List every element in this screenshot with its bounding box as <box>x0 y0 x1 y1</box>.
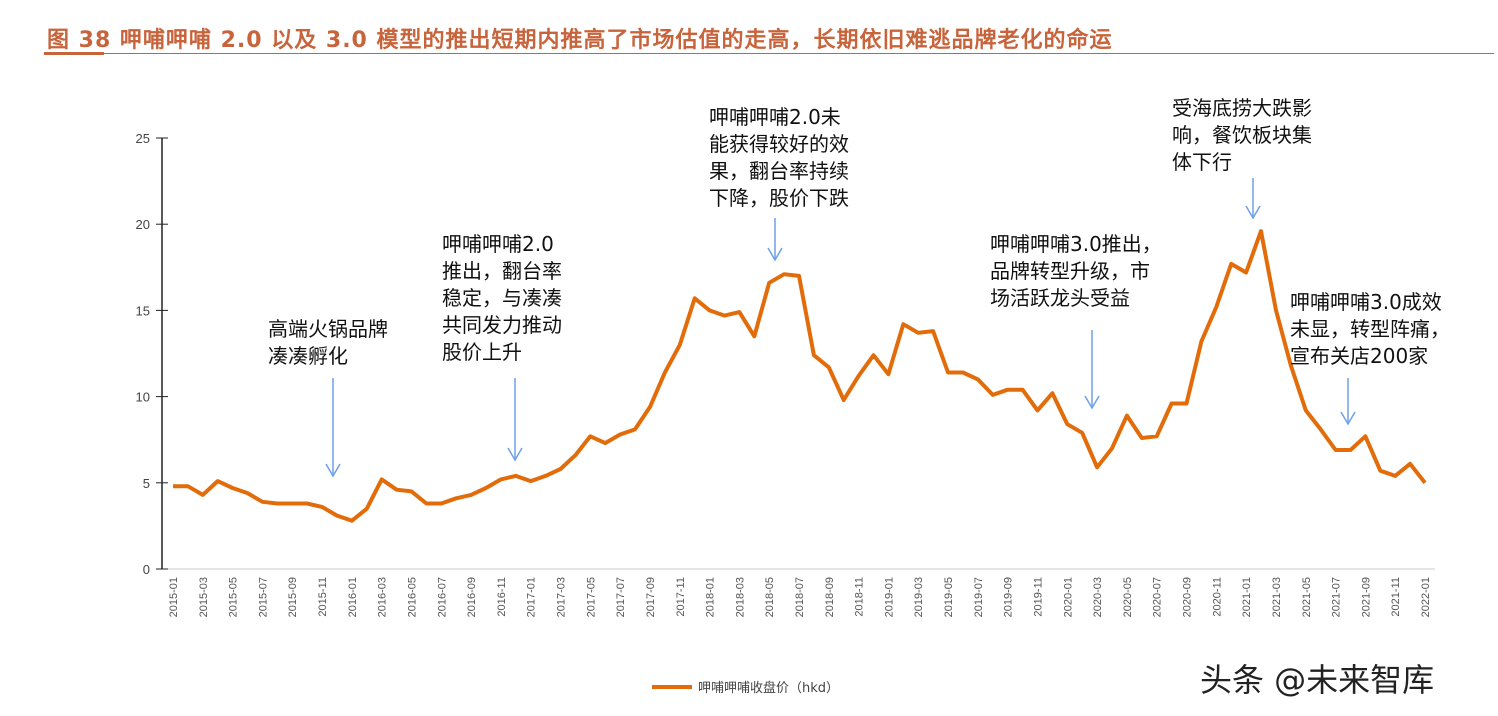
x-tick-label: 2018-07 <box>794 577 806 617</box>
y-tick-label: 10 <box>136 390 150 405</box>
x-tick-label: 2018-05 <box>764 577 776 617</box>
x-tick-label: 2015-03 <box>198 577 210 617</box>
y-tick-label: 20 <box>136 217 150 232</box>
x-tick-label: 2017-11 <box>675 577 687 617</box>
legend: 呷哺呷哺收盘价（hkd） <box>652 677 839 696</box>
x-tick-label: 2019-01 <box>883 577 895 617</box>
arrow-head-icon <box>507 447 523 462</box>
x-tick-label: 2020-01 <box>1062 577 1074 617</box>
x-tick-label: 2015-11 <box>317 577 329 617</box>
annotation-line: 推出，翻台率 <box>442 259 562 283</box>
annotation: 呷哺呷哺2.0 推出，翻台率 稳定，与凑凑 共同发力推动 股价上升 <box>442 231 562 366</box>
y-tick-label: 0 <box>143 562 150 577</box>
annotation-line: 果，翻台率持续 <box>709 159 849 183</box>
x-tick-label: 2015-07 <box>257 577 269 617</box>
annotation-line: 高端火锅品牌 <box>268 317 388 341</box>
annotation-line: 共同发力推动 <box>442 313 562 337</box>
x-tick-label: 2021-03 <box>1271 577 1283 617</box>
title-divider-accent <box>44 52 104 55</box>
x-tick-label: 2019-09 <box>1003 577 1015 617</box>
y-tick-label: 25 <box>136 131 150 146</box>
annotation-line: 响，餐饮板块集 <box>1172 123 1312 147</box>
annotation-line: 呷哺呷哺2.0未 <box>709 105 841 129</box>
annotation-line: 未显，转型阵痛， <box>1290 317 1450 341</box>
legend-label: 呷哺呷哺收盘价（hkd） <box>698 681 840 696</box>
annotation: 呷哺呷哺3.0推出， 品牌转型升级，市 场活跃龙头受益 <box>990 231 1162 312</box>
x-tick-label: 2016-11 <box>496 577 508 617</box>
arrow-head-icon <box>1340 411 1356 426</box>
annotation-line: 受海底捞大跌影 <box>1172 96 1312 120</box>
x-tick-label: 2017-09 <box>645 577 657 617</box>
legend-swatch <box>652 684 692 689</box>
annotation-line: 宣布关店200家 <box>1290 344 1429 368</box>
x-tick-label: 2018-09 <box>824 577 836 617</box>
x-tick-label: 2019-11 <box>1032 577 1044 617</box>
annotation-line: 呷哺呷哺3.0成效 <box>1290 290 1442 314</box>
x-tick-label: 2020-07 <box>1152 577 1164 617</box>
x-tick-label: 2020-09 <box>1182 577 1194 617</box>
annotation: 呷哺呷哺2.0未 能获得较好的效 果，翻台率持续 下降，股价下跌 <box>709 104 849 212</box>
annotation-line: 凑凑孵化 <box>268 344 348 368</box>
x-tick-label: 2017-03 <box>556 577 568 617</box>
y-tick-label: 15 <box>136 303 150 318</box>
x-tick-label: 2020-11 <box>1211 577 1223 617</box>
y-tick-label: 5 <box>143 476 150 491</box>
x-tick-label: 2015-05 <box>228 577 240 617</box>
annotation-line: 股价上升 <box>442 340 522 364</box>
x-tick-label: 2016-07 <box>436 577 448 617</box>
x-tick-label: 2017-01 <box>526 577 538 617</box>
x-tick-label: 2016-09 <box>466 577 478 617</box>
arrow-head-icon <box>1084 395 1100 410</box>
x-tick-label: 2015-09 <box>287 577 299 617</box>
figure-title: 图 38 呷哺呷哺 2.0 以及 3.0 模型的推出短期内推高了市场估值的走高，… <box>47 28 1113 53</box>
x-tick-label: 2016-01 <box>347 577 359 617</box>
x-tick-label: 2021-09 <box>1360 577 1372 617</box>
x-tick-label: 2019-05 <box>943 577 955 617</box>
x-tick-label: 2018-03 <box>734 577 746 617</box>
x-tick-label: 2021-05 <box>1301 577 1313 617</box>
x-tick-label: 2017-05 <box>585 577 597 617</box>
x-tick-label: 2016-05 <box>406 577 418 617</box>
annotation-line: 体下行 <box>1172 150 1232 174</box>
arrow-head-icon <box>767 247 783 262</box>
price-line <box>173 229 1427 523</box>
x-tick-label: 2019-07 <box>973 577 985 617</box>
x-tick-label: 2015-01 <box>168 577 180 617</box>
x-tick-label: 2022-01 <box>1420 577 1432 617</box>
annotation-line: 场活跃龙头受益 <box>990 286 1130 310</box>
x-tick-label: 2019-03 <box>913 577 925 617</box>
title-divider <box>44 53 1494 54</box>
arrow-head-icon <box>325 463 341 478</box>
annotation-line: 能获得较好的效 <box>709 132 849 156</box>
annotation-line: 稳定，与凑凑 <box>442 286 562 310</box>
x-tick-label: 2020-05 <box>1122 577 1134 617</box>
x-tick-label: 2017-07 <box>615 577 627 617</box>
annotation: 高端火锅品牌 凑凑孵化 <box>268 316 388 370</box>
annotation-line: 呷哺呷哺3.0推出， <box>990 232 1162 256</box>
annotation-line: 下降，股价下跌 <box>709 186 849 210</box>
x-tick-label: 2021-11 <box>1390 577 1402 617</box>
annotation: 呷哺呷哺3.0成效 未显，转型阵痛， 宣布关店200家 <box>1290 289 1450 370</box>
x-tick-label: 2016-03 <box>377 577 389 617</box>
x-tick-label: 2021-01 <box>1241 577 1253 617</box>
x-tick-label: 2020-03 <box>1092 577 1104 617</box>
x-tick-label: 2018-01 <box>705 577 717 617</box>
x-tick-label: 2021-07 <box>1331 577 1343 617</box>
annotation: 受海底捞大跌影 响，餐饮板块集 体下行 <box>1172 95 1312 176</box>
arrow-head-icon <box>1245 205 1261 220</box>
annotation-line: 呷哺呷哺2.0 <box>442 232 554 256</box>
watermark: 头条 @未来智库 <box>1200 661 1435 699</box>
annotation-line: 品牌转型升级，市 <box>990 259 1150 283</box>
x-tick-label: 2018-11 <box>854 577 866 617</box>
